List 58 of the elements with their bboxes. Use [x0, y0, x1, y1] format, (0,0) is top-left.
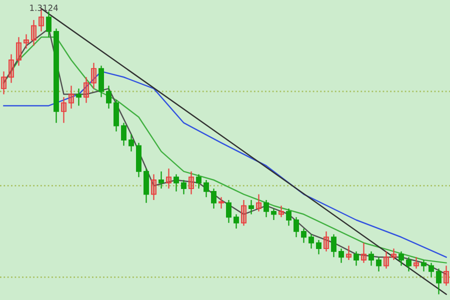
candlestick: [76, 88, 82, 106]
candlestick: [98, 65, 104, 98]
candlestick: [436, 268, 442, 295]
candlestick: [226, 199, 232, 224]
candlestick: [391, 248, 396, 261]
candlestick: [31, 19, 36, 46]
candlestick: [361, 242, 366, 264]
candlestick: [308, 234, 314, 250]
candlestick: [248, 199, 254, 215]
candlestick: [151, 174, 156, 201]
candlestick: [218, 196, 224, 210]
candlestick: [1, 70, 6, 95]
candlestick: [24, 34, 29, 50]
candlestick: [354, 250, 359, 266]
candlestick: [8, 54, 14, 84]
candlestick: [174, 174, 179, 192]
annotation: 1.3124: [30, 4, 58, 11]
candlestick: [68, 85, 74, 110]
candlestick: [428, 262, 434, 278]
candlestick: [121, 122, 126, 146]
candlestick: [271, 208, 276, 221]
candlestick: [368, 250, 374, 266]
candlestick: [444, 265, 449, 286]
candlestick: [346, 245, 352, 261]
candlestick: [181, 179, 186, 195]
candlestick: [398, 250, 404, 266]
candlestick: [234, 214, 239, 230]
candlestick: [166, 168, 172, 190]
candlestick: [324, 230, 329, 252]
candlestick: [301, 228, 306, 244]
candlestick: [128, 134, 134, 152]
candlestick: [338, 248, 344, 264]
candlestick: [316, 239, 322, 255]
candlestick: [256, 194, 262, 212]
candlestick: [196, 174, 202, 190]
candlestick: [278, 205, 284, 218]
candlestick: [84, 76, 89, 104]
candlestick: [61, 96, 66, 124]
candlestick: [46, 10, 52, 38]
candlestick: [406, 256, 412, 272]
candlestick: [91, 62, 96, 90]
candlestick: [211, 188, 216, 210]
candlestick: [286, 208, 292, 226]
candlestick: [158, 170, 164, 190]
candlestick: [241, 199, 246, 226]
candlestick: [294, 216, 299, 238]
candlestick: [331, 234, 336, 258]
candlestick: [264, 199, 269, 218]
candlestick: [16, 36, 22, 66]
candlestick: [421, 259, 426, 272]
candlestick: [144, 168, 149, 204]
candlestick: [204, 179, 209, 198]
candlestick: [106, 85, 112, 110]
candlestick: [384, 250, 389, 270]
candlestick: [188, 170, 194, 195]
candlestick: [376, 256, 382, 272]
candlestick: [414, 256, 419, 270]
candlestick: [114, 99, 119, 132]
